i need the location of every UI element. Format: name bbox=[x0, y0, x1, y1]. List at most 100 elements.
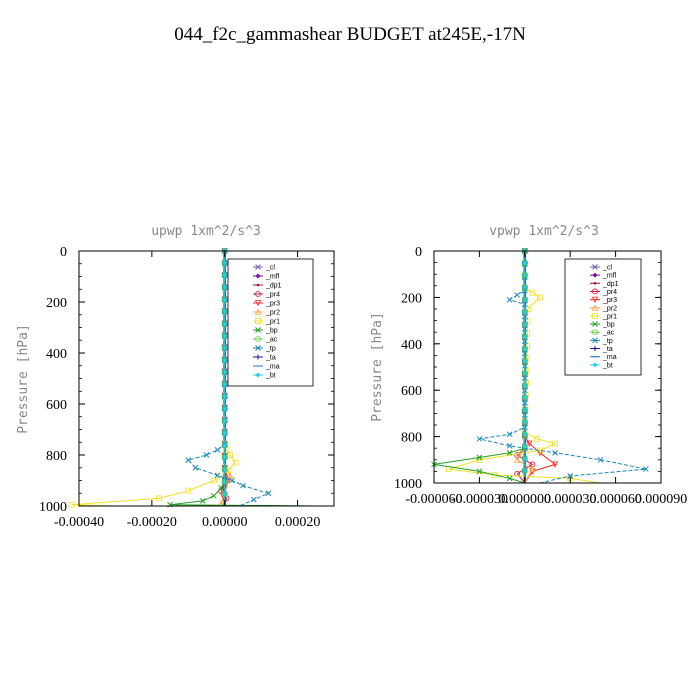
vpwp-point bbox=[552, 449, 558, 456]
vpwp-legend-box bbox=[564, 258, 642, 376]
upwp-point bbox=[222, 284, 228, 290]
vpwp-point bbox=[537, 294, 543, 301]
upwp-ylabel: Pressure [hPa] bbox=[16, 324, 31, 434]
upwp-legend-label: _ma bbox=[265, 364, 280, 371]
upwp-legend-label: _mfl bbox=[265, 274, 280, 281]
upwp-point bbox=[68, 501, 75, 508]
upwp-xtick-label: 0.00020 bbox=[275, 515, 321, 530]
vpwp-point bbox=[526, 440, 533, 447]
vpwp-xtick-label: 0.000030 bbox=[544, 492, 597, 507]
upwp-series-pr1 bbox=[68, 248, 239, 508]
upwp-point bbox=[222, 394, 228, 400]
upwp-point bbox=[222, 454, 228, 460]
upwp-xtick-label: 0.00000 bbox=[202, 515, 248, 530]
upwp-legend-marker bbox=[255, 336, 261, 342]
upwp-ytick-label: 800 bbox=[46, 449, 67, 464]
vpwp-point bbox=[506, 296, 513, 303]
upwp-legend-label: _pr1 bbox=[265, 319, 280, 326]
vpwp-xtick-label: 0.000000 bbox=[499, 492, 552, 507]
upwp-legend-marker bbox=[256, 283, 260, 287]
upwp-point bbox=[222, 491, 228, 497]
upwp-ytick-label: 1000 bbox=[39, 500, 67, 515]
vpwp-point bbox=[522, 321, 528, 327]
vpwp-title: vpwp 1xm^2/s^3 bbox=[489, 224, 599, 239]
upwp-legend-marker bbox=[255, 327, 261, 333]
vpwp-point bbox=[529, 465, 536, 472]
upwp-title: upwp 1xm^2/s^3 bbox=[151, 224, 261, 239]
vpwp-point bbox=[506, 475, 513, 482]
vpwp-point bbox=[506, 431, 513, 438]
upwp-point bbox=[251, 496, 257, 503]
upwp-point bbox=[222, 272, 228, 278]
upwp-legend-marker bbox=[255, 345, 261, 351]
vpwp-xtick-label: -0.000030 bbox=[451, 492, 508, 507]
vpwp-legend-marker bbox=[592, 321, 598, 327]
vpwp-point bbox=[522, 407, 528, 413]
vpwp-legend-marker bbox=[592, 362, 598, 368]
vpwp-legend-marker bbox=[592, 329, 598, 336]
upwp-legend-marker bbox=[255, 264, 261, 270]
vpwp-point bbox=[522, 358, 528, 364]
upwp-point bbox=[222, 418, 228, 424]
upwp-point bbox=[200, 498, 206, 504]
vpwp-legend: _cl_mfl_dp1_pr4_pr3_pr2_pr1_bp_ac_tp_ta_… bbox=[564, 258, 642, 376]
vpwp-legend-label: _cl bbox=[602, 265, 612, 272]
upwp-point bbox=[227, 472, 234, 479]
vpwp-ytick-label: 600 bbox=[401, 384, 422, 399]
vpwp-point bbox=[522, 309, 528, 315]
upwp-legend-label: _pr3 bbox=[265, 301, 280, 308]
vpwp-series-line bbox=[433, 251, 526, 484]
vpwp-point bbox=[522, 419, 528, 425]
upwp-legend-label: _ac bbox=[265, 337, 278, 344]
vpwp-point bbox=[476, 468, 483, 475]
vpwp-point bbox=[476, 454, 483, 461]
vpwp-point bbox=[514, 456, 521, 463]
vpwp-legend-marker bbox=[592, 272, 598, 278]
vpwp-point bbox=[506, 449, 513, 456]
vpwp-ytick-label: 400 bbox=[401, 338, 422, 353]
vpwp-point bbox=[522, 443, 528, 449]
vpwp-point bbox=[522, 260, 528, 266]
vpwp-legend-label: _dp1 bbox=[602, 281, 619, 288]
upwp-xtick-label: -0.00020 bbox=[127, 515, 177, 530]
upwp-series-bt bbox=[222, 248, 228, 506]
vpwp-point bbox=[522, 297, 528, 303]
vpwp-point bbox=[522, 333, 528, 339]
vpwp-point bbox=[514, 292, 521, 298]
upwp-ytick-label: 200 bbox=[46, 296, 67, 311]
upwp-point bbox=[214, 447, 221, 453]
upwp-legend-label: _tp bbox=[265, 346, 276, 353]
vpwp-point bbox=[529, 289, 536, 296]
vpwp-legend-marker bbox=[592, 313, 598, 319]
upwp-ytick-label: 400 bbox=[46, 347, 67, 362]
vpwp-point bbox=[597, 456, 604, 463]
vpwp-legend-marker bbox=[591, 296, 599, 304]
vpwp-point bbox=[524, 306, 531, 312]
vpwp-point bbox=[522, 285, 528, 291]
vpwp-legend-label: _bp bbox=[602, 322, 615, 329]
vpwp-legend-label: _pr3 bbox=[602, 297, 617, 304]
vpwp-series-bp bbox=[431, 248, 528, 484]
vpwp-point bbox=[522, 382, 528, 388]
upwp-legend-box bbox=[227, 258, 314, 387]
vpwp-legend-label: _pr4 bbox=[602, 289, 617, 296]
vpwp-ytick-label: 0 bbox=[415, 245, 422, 260]
vpwp-point bbox=[506, 443, 513, 449]
vpwp-point bbox=[534, 436, 540, 442]
vpwp-point bbox=[522, 346, 528, 352]
vpwp-legend-marker bbox=[592, 346, 598, 352]
vpwp-xtick-label: -0.000060 bbox=[405, 492, 462, 507]
upwp-point bbox=[232, 459, 239, 466]
upwp-point bbox=[210, 492, 217, 499]
vpwp-point bbox=[491, 471, 498, 478]
upwp-legend-label: _pr2 bbox=[265, 310, 280, 317]
upwp-point bbox=[214, 472, 221, 479]
upwp-point bbox=[227, 452, 234, 458]
vpwp-ytick-label: 1000 bbox=[394, 477, 422, 492]
upwp-legend-label: _dp1 bbox=[265, 283, 282, 290]
vpwp-legend-marker bbox=[591, 304, 599, 311]
vpwp-xtick-label: 0.000090 bbox=[635, 492, 688, 507]
vpwp-legend-marker bbox=[592, 264, 598, 270]
upwp-point bbox=[210, 477, 217, 484]
